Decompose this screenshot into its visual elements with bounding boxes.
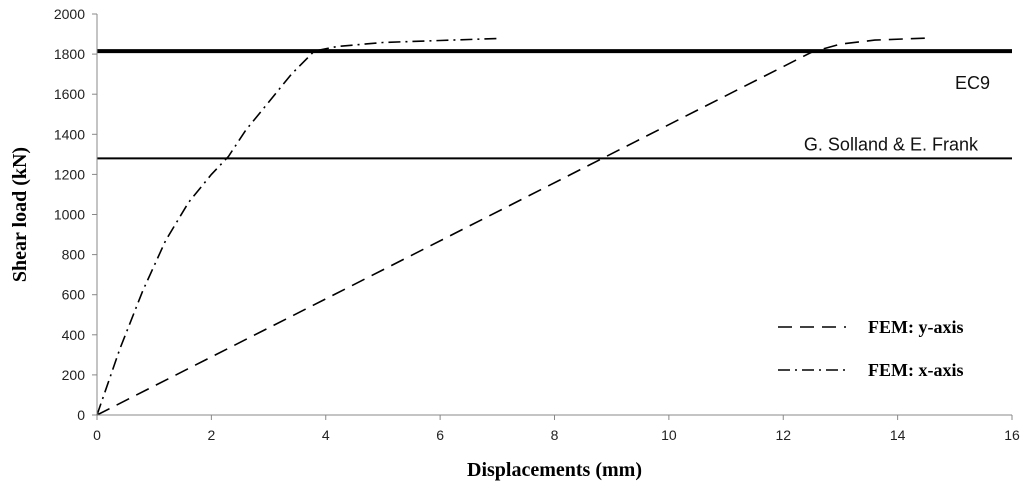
series-lines	[96, 37, 927, 416]
y-tick-label: 1800	[54, 46, 85, 62]
y-axis-ticks: 0 200 400 600 800 1000 1200 1400 1600 1800 2000	[54, 6, 97, 423]
y-tick-label: 200	[62, 367, 86, 383]
y-tick-label: 1200	[54, 166, 85, 182]
x-tick-label: 16	[1004, 427, 1020, 443]
x-axis-title: Displacements (mm)	[467, 459, 642, 481]
y-tick-label: 1400	[54, 126, 85, 142]
legend-entry-label: FEM: y-axis	[868, 317, 963, 337]
series-line	[96, 37, 498, 416]
y-tick-label: 800	[62, 247, 86, 263]
reference-line-label: EC9	[955, 73, 990, 93]
x-tick-label: 4	[322, 427, 330, 443]
x-tick-label: 0	[93, 427, 101, 443]
x-tick-label: 2	[207, 427, 215, 443]
legend: FEM: y-axis FEM: x-axis	[778, 317, 963, 380]
y-tick-label: 0	[77, 407, 85, 423]
y-tick-label: 400	[62, 327, 86, 343]
legend-entry-label: FEM: x-axis	[868, 360, 963, 380]
y-tick-label: 2000	[54, 6, 85, 22]
x-tick-label: 12	[775, 427, 791, 443]
y-tick-label: 600	[62, 287, 86, 303]
x-tick-label: 6	[436, 427, 444, 443]
reference-lines: EC9 G. Solland & E. Frank	[97, 49, 1012, 160]
x-tick-label: 8	[551, 427, 559, 443]
reference-line-label: G. Solland & E. Frank	[804, 134, 979, 154]
x-axis-ticks: 0 2 4 6 8 10 12 14 16	[93, 415, 1020, 443]
y-tick-label: 1600	[54, 86, 85, 102]
y-tick-label: 1000	[54, 207, 85, 223]
x-tick-label: 14	[890, 427, 906, 443]
y-axis-title: Shear load (kN)	[9, 147, 31, 282]
series-line	[96, 37, 927, 416]
x-tick-label: 10	[661, 427, 677, 443]
